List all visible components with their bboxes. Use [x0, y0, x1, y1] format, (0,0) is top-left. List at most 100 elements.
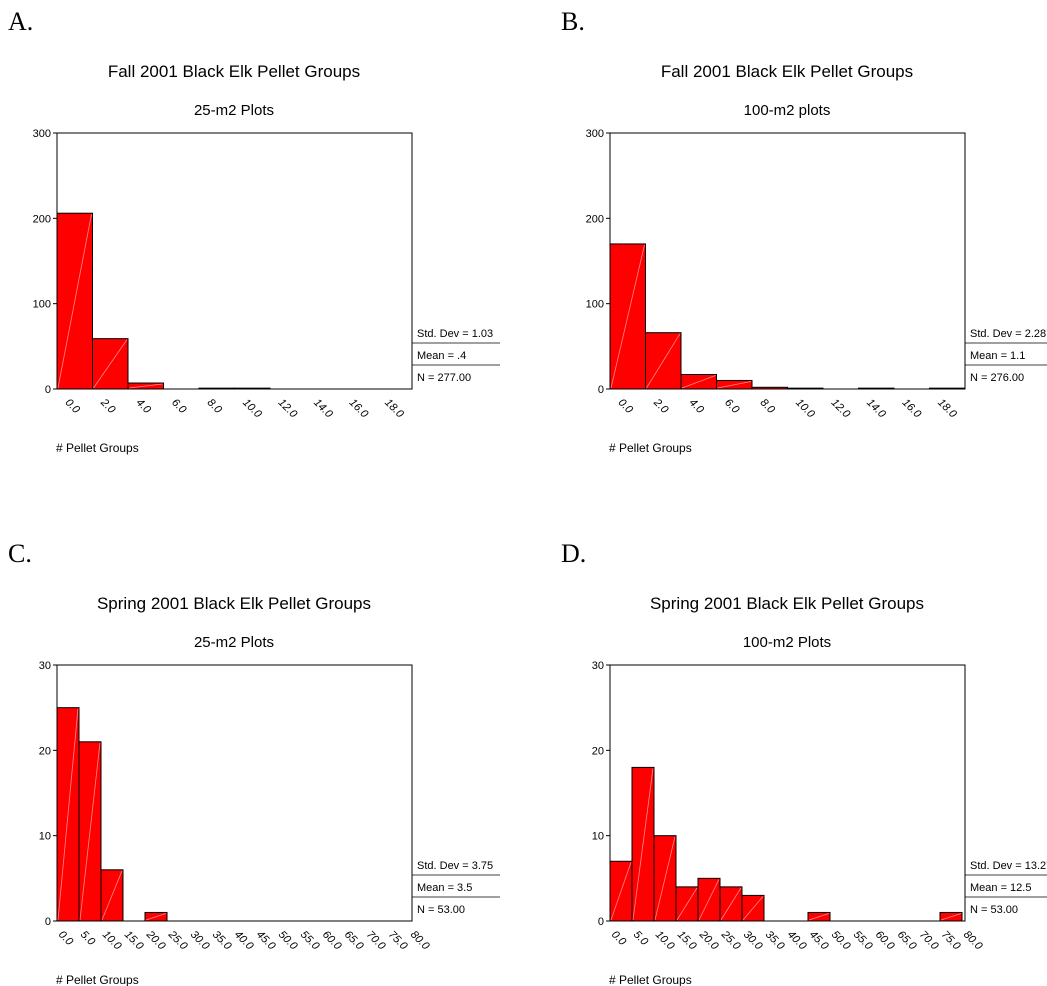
- x-tick-label: 5.0: [631, 929, 651, 949]
- stat-line: Mean = 1.1: [970, 350, 1025, 362]
- stat-line: N = 53.00: [417, 904, 465, 916]
- x-tick-label: 30.0: [741, 929, 765, 953]
- stat-line: N = 276.00: [970, 372, 1024, 384]
- stat-line: Std. Dev = 1.03: [417, 328, 493, 340]
- chart-panel-2: B. Fall 2001 Black Elk Pellet Groups 100-m…: [561, 7, 1047, 455]
- x-tick-label: 45.0: [254, 929, 278, 953]
- panel-letter: C.: [8, 539, 32, 568]
- stats-box: Std. Dev = 2.28 Mean = 1.1 N = 276.00: [965, 328, 1047, 384]
- y-tick-label: 0: [598, 916, 604, 928]
- chart-subtitle: 25-m2 Plots: [194, 634, 274, 651]
- x-tick-label: 0.0: [616, 397, 636, 417]
- stat-line: Std. Dev = 13.27: [970, 860, 1047, 872]
- x-tick-label: 12.0: [829, 397, 853, 421]
- x-tick-label: 20.0: [143, 928, 168, 953]
- x-tick-label: 25.0: [165, 928, 190, 953]
- x-tick-label: 0.0: [56, 929, 76, 949]
- x-tick-label: 60.0: [320, 929, 344, 953]
- histogram-bar: [719, 886, 743, 922]
- histogram-bar: [78, 741, 102, 922]
- histogram-bar: [675, 886, 699, 922]
- chart-panel-1: A. Fall 2001 Black Elk Pellet Groups 25-m2…: [8, 7, 500, 455]
- histogram-bar: [939, 911, 963, 922]
- x-tick-label: 6.0: [169, 397, 189, 417]
- histogram-bar: [609, 243, 646, 390]
- chart-panel-3: C. Spring 2001 Black Elk Pellet Groups 25-…: [8, 539, 500, 986]
- histogram-bar: [609, 860, 633, 922]
- x-tick-label: 45.0: [807, 929, 831, 953]
- x-tick-label: 5.0: [78, 929, 98, 949]
- stat-line: N = 53.00: [970, 904, 1018, 916]
- stats-box: Std. Dev = 1.03 Mean = .4 N = 277.00: [412, 328, 500, 384]
- plot-frame: [609, 664, 966, 922]
- y-tick-label: 20: [592, 745, 604, 757]
- histogram-bar: [807, 911, 831, 922]
- x-tick-label: 50.0: [276, 929, 300, 953]
- panel-letter: A.: [8, 7, 33, 36]
- y-tick-label: 30: [592, 660, 604, 672]
- stat-line: Mean = .4: [417, 350, 466, 362]
- y-tick-label: 20: [39, 745, 51, 757]
- x-tick-label: 14.0: [864, 397, 888, 421]
- histogram-bar: [100, 869, 124, 922]
- x-tick-label: 2.0: [650, 396, 671, 417]
- x-tick-label: 65.0: [342, 929, 366, 953]
- x-tick-label: 15.0: [122, 929, 146, 953]
- stats-box: Std. Dev = 13.27 Mean = 12.5 N = 53.00: [965, 860, 1047, 916]
- x-axis-label: # Pellet Groups: [56, 973, 139, 986]
- x-axis-label: # Pellet Groups: [56, 441, 139, 455]
- histogram-bar: [92, 338, 129, 390]
- histogram-bar: [653, 835, 677, 922]
- chart-subtitle: 100-m2 Plots: [743, 634, 831, 651]
- x-tick-label: 10.0: [240, 397, 264, 421]
- x-tick-label: 35.0: [763, 929, 787, 953]
- y-tick-label: 200: [586, 213, 604, 225]
- y-tick-label: 300: [33, 128, 51, 140]
- y-tick-label: 0: [45, 384, 51, 396]
- x-tick-label: 35.0: [210, 929, 234, 953]
- x-axis-label: # Pellet Groups: [609, 441, 692, 455]
- x-tick-label: 10.0: [653, 929, 677, 953]
- histogram-bar: [741, 894, 765, 922]
- histogram-bar: [697, 877, 721, 922]
- stat-line: Std. Dev = 3.75: [417, 860, 493, 872]
- stat-line: Mean = 12.5: [970, 882, 1031, 894]
- chart-panel-4: D.Spring 2001 Black Elk Pellet Groups100…: [561, 539, 1047, 986]
- x-tick-label: 10.0: [100, 929, 124, 953]
- x-tick-label: 18.0: [935, 397, 959, 421]
- x-tick-label: 10.0: [793, 397, 817, 421]
- x-tick-label: 16.0: [900, 397, 924, 421]
- chart-subtitle: 100-m2 plots: [744, 102, 831, 119]
- chart-subtitle: 25-m2 Plots: [194, 102, 274, 119]
- histogram-bar: [56, 212, 93, 390]
- x-tick-label: 4.0: [134, 397, 154, 417]
- histogram-bar: [787, 387, 824, 390]
- x-tick-label: 80.0: [961, 929, 985, 953]
- histogram-bar: [751, 386, 788, 390]
- x-tick-label: 16.0: [347, 397, 371, 421]
- chart-title: Spring 2001 Black Elk Pellet Groups: [650, 594, 924, 613]
- stats-box: Std. Dev = 3.75 Mean = 3.5 N = 53.00: [412, 860, 500, 916]
- x-tick-label: 18.0: [382, 397, 406, 421]
- x-axis-label: # Pellet Groups: [609, 973, 692, 986]
- y-tick-label: 10: [39, 831, 51, 843]
- x-tick-label: 15.0: [675, 929, 699, 953]
- histogram-bar: [56, 707, 80, 922]
- x-tick-label: 55.0: [298, 929, 322, 953]
- x-tick-label: 2.0: [97, 396, 118, 417]
- x-tick-label: 0.0: [609, 929, 629, 949]
- histogram-bar: [929, 387, 966, 390]
- x-tick-label: 40.0: [785, 929, 809, 953]
- histogram-bar: [858, 387, 895, 390]
- x-tick-label: 80.0: [408, 929, 432, 953]
- x-tick-label: 6.0: [722, 397, 742, 417]
- x-tick-label: 70.0: [364, 929, 388, 953]
- x-tick-label: 0.0: [63, 397, 83, 417]
- x-tick-label: 14.0: [311, 397, 335, 421]
- histogram-bar: [716, 379, 753, 390]
- x-tick-label: 55.0: [851, 929, 875, 953]
- x-tick-label: 4.0: [687, 397, 707, 417]
- x-tick-label: 50.0: [829, 929, 853, 953]
- y-tick-label: 0: [45, 916, 51, 928]
- x-tick-label: 65.0: [895, 929, 919, 953]
